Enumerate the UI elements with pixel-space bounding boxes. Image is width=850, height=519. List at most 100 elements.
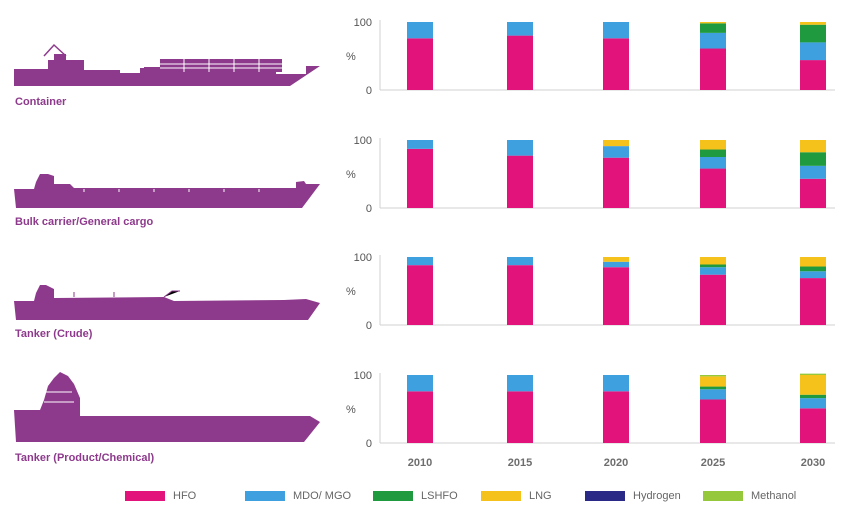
legend-swatch xyxy=(373,491,413,501)
bar-segment-hfo-2020 xyxy=(603,391,629,443)
bar-segment-lshfo-2025 xyxy=(700,264,726,268)
bar-segment-hfo-2025 xyxy=(700,168,726,208)
bar-segment-mdo-mgo-2010 xyxy=(407,257,433,266)
bar-segment-hfo-2020 xyxy=(603,157,629,208)
bar-segment-mdo-mgo-2030 xyxy=(800,42,826,61)
bar-segment-hfo-2015 xyxy=(507,265,533,325)
bar-segment-hfo-2015 xyxy=(507,155,533,208)
chart-bulk-carrier: 0 100% xyxy=(346,135,835,214)
bar-segment-lng-2030 xyxy=(800,375,826,395)
bar-segment-mdo-mgo-2030 xyxy=(800,165,826,179)
legend-swatch xyxy=(245,491,285,501)
bar-segment-lng-2025 xyxy=(700,22,726,24)
y-tick-label: 100 xyxy=(354,252,372,264)
bar-segment-lshfo-2025 xyxy=(700,23,726,33)
chart-container: 0 100% xyxy=(346,17,835,96)
legend-swatch xyxy=(125,491,165,501)
container-ship-icon xyxy=(14,43,320,86)
bar-segment-lshfo-2025 xyxy=(700,149,726,157)
y-tick-label: 0 xyxy=(366,85,372,96)
bar-segment-lshfo-2030 xyxy=(800,394,826,399)
bar-segment-mdo-mgo-2020 xyxy=(603,22,629,39)
bar-segment-mdo-mgo-2015 xyxy=(507,22,533,36)
product-tanker-ship-icon xyxy=(14,372,320,442)
legend-item-lng: LNG xyxy=(481,490,552,502)
y-tick-label: 100 xyxy=(354,135,372,147)
bar-segment-methanol-2030 xyxy=(800,373,826,375)
bar-segment-lng-2025 xyxy=(700,257,726,265)
legend-label: LSHFO xyxy=(421,490,458,502)
bar-segment-mdo-mgo-2015 xyxy=(507,257,533,266)
x-tick-label: 2015 xyxy=(507,457,533,469)
bar-segment-mdo-mgo-2015 xyxy=(507,140,533,156)
bar-segment-lshfo-2025 xyxy=(700,386,726,390)
bar-segment-hfo-2030 xyxy=(800,60,826,90)
bar-segment-mdo-mgo-2030 xyxy=(800,271,826,279)
bar-segment-hfo-2025 xyxy=(700,274,726,325)
y-axis-label: % xyxy=(346,169,356,181)
bar-segment-mdo-mgo-2025 xyxy=(700,157,726,169)
bar-segment-lng-2025 xyxy=(700,376,726,387)
bar-segment-methanol-2025 xyxy=(700,375,726,377)
x-tick-label: 2025 xyxy=(700,457,726,469)
bar-segment-mdo-mgo-2025 xyxy=(700,389,726,400)
bar-segment-lshfo-2030 xyxy=(800,152,826,166)
x-tick-label: 2020 xyxy=(603,457,629,469)
legend-label: Methanol xyxy=(751,490,797,502)
bar-segment-hfo-2010 xyxy=(407,391,433,443)
y-axis-label: % xyxy=(346,286,356,298)
y-tick-label: 100 xyxy=(354,17,372,29)
bar-segment-lng-2025 xyxy=(700,140,726,150)
y-axis-label: % xyxy=(346,404,356,416)
bar-segment-mdo-mgo-2020 xyxy=(603,261,629,268)
crude-tanker-ship-icon xyxy=(14,285,320,320)
legend-item-hydrogen: Hydrogen xyxy=(585,490,681,502)
bar-segment-mdo-mgo-2025 xyxy=(700,267,726,275)
bar-segment-mdo-mgo-2015 xyxy=(507,375,533,392)
ship-label-bulk-carrier: Bulk carrier/General cargo xyxy=(15,216,154,228)
bar-segment-mdo-mgo-2020 xyxy=(603,375,629,392)
legend-label: HFO xyxy=(173,490,197,502)
bar-segment-lshfo-2030 xyxy=(800,266,826,272)
chart-tanker-crude: 0 100% xyxy=(346,252,835,331)
y-tick-label: 100 xyxy=(354,370,372,382)
legend-item-lshfo: LSHFO xyxy=(373,490,458,502)
legend-item-mdo-mgo: MDO/ MGO xyxy=(245,490,351,502)
bar-segment-lng-2030 xyxy=(800,257,826,267)
ship-label-tanker-crude: Tanker (Crude) xyxy=(15,328,93,340)
legend-label: Hydrogen xyxy=(633,490,681,502)
bar-segment-lng-2030 xyxy=(800,140,826,153)
bar-segment-hfo-2030 xyxy=(800,278,826,325)
bar-segment-hfo-2015 xyxy=(507,35,533,90)
chart-tanker-product: 0 100% xyxy=(346,370,835,449)
bar-segment-mdo-mgo-2030 xyxy=(800,398,826,409)
bar-segment-hfo-2015 xyxy=(507,391,533,443)
legend-label: LNG xyxy=(529,490,552,502)
bar-segment-hfo-2030 xyxy=(800,408,826,443)
y-tick-label: 0 xyxy=(366,438,372,449)
legend-item-hfo: HFO xyxy=(125,490,196,502)
bar-segment-hfo-2025 xyxy=(700,48,726,90)
x-tick-label: 2010 xyxy=(407,457,433,469)
bar-segment-mdo-mgo-2025 xyxy=(700,32,726,49)
legend-item-methanol: Methanol xyxy=(703,490,796,502)
bar-segment-lng-2030 xyxy=(800,22,826,25)
bar-segment-lng-2020 xyxy=(603,257,629,262)
bar-segment-mdo-mgo-2020 xyxy=(603,146,629,158)
x-tick-label: 2030 xyxy=(800,457,826,469)
bar-segment-mdo-mgo-2010 xyxy=(407,22,433,39)
bulk-carrier-ship-icon xyxy=(14,174,320,208)
y-tick-label: 0 xyxy=(366,320,372,331)
legend-swatch xyxy=(585,491,625,501)
legend-swatch xyxy=(703,491,743,501)
bar-segment-mdo-mgo-2010 xyxy=(407,375,433,392)
bar-segment-lshfo-2030 xyxy=(800,24,826,43)
bar-segment-hfo-2020 xyxy=(603,267,629,325)
bar-segment-hfo-2030 xyxy=(800,178,826,208)
bar-segment-mdo-mgo-2010 xyxy=(407,140,433,149)
ship-label-tanker-product: Tanker (Product/Chemical) xyxy=(15,452,155,464)
ship-label-container: Container xyxy=(15,96,67,108)
bar-segment-hfo-2010 xyxy=(407,38,433,90)
bar-segment-hfo-2010 xyxy=(407,148,433,208)
bar-segment-hfo-2020 xyxy=(603,38,629,90)
